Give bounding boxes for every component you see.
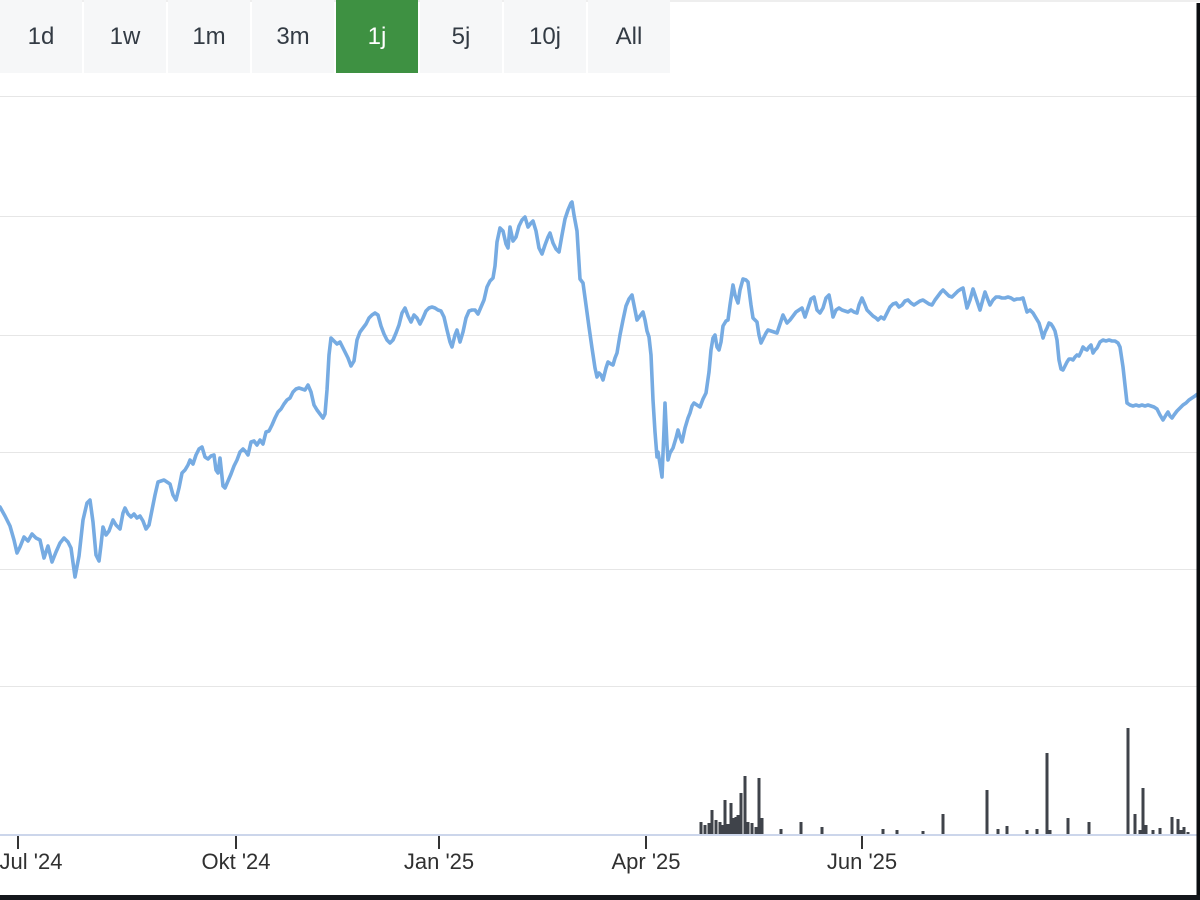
volume-bar	[1179, 830, 1183, 834]
volume-bar	[731, 818, 735, 834]
range-button-10j[interactable]: 10j	[504, 0, 586, 73]
volume-bar	[941, 814, 945, 834]
volume-bar	[1048, 830, 1052, 834]
range-button-1w[interactable]: 1w	[84, 0, 166, 73]
volume-bar	[729, 803, 733, 834]
volume-bar	[996, 829, 1000, 834]
volume-bar	[710, 810, 714, 834]
range-button-1m[interactable]: 1m	[168, 0, 250, 73]
range-button-1d[interactable]: 1d	[0, 0, 82, 73]
x-axis-ticks: Jul '24 Okt '24 Jan '25 Apr '25 Jun '25	[0, 836, 897, 874]
range-button-3m[interactable]: 3m	[252, 0, 334, 73]
volume-bar	[1144, 825, 1148, 834]
volume-bar	[723, 800, 727, 834]
volume-bar	[760, 818, 764, 834]
volume-bar	[799, 822, 803, 834]
volume-bar	[746, 822, 750, 834]
volume-bar	[820, 827, 824, 834]
volume-bar	[1170, 817, 1174, 834]
window-right-edge	[1196, 3, 1200, 900]
x-axis-label: Jan '25	[404, 849, 474, 874]
volume-bar	[726, 824, 730, 834]
volume-bar	[1158, 828, 1162, 834]
price-line-series	[0, 200, 1200, 579]
volume-bar	[743, 776, 747, 834]
volume-bar	[1151, 830, 1155, 834]
volume-bar	[1035, 829, 1039, 834]
volume-bar	[757, 778, 761, 834]
volume-bar	[1025, 830, 1029, 834]
volume-bar	[1045, 753, 1049, 834]
volume-bar	[1176, 819, 1180, 834]
gridlines	[0, 96, 1197, 687]
volume-bar	[739, 793, 743, 834]
volume-bar	[881, 829, 885, 834]
volume-bar	[754, 827, 758, 834]
volume-bar	[895, 830, 899, 834]
x-axis-label: Apr '25	[611, 849, 680, 874]
volume-bar	[1087, 822, 1091, 834]
volume-bar	[1126, 728, 1130, 834]
volume-bar	[703, 825, 707, 834]
volume-bar	[734, 817, 738, 834]
x-axis-label: Okt '24	[201, 849, 270, 874]
x-axis-label: Jul '24	[0, 849, 62, 874]
volume-bar	[750, 823, 754, 834]
volume-bar	[736, 815, 740, 834]
volume-bar	[921, 831, 925, 834]
range-button-All[interactable]: All	[588, 0, 670, 73]
volume-bar	[1138, 830, 1142, 834]
volume-bar	[721, 825, 725, 834]
volume-bar	[1133, 814, 1137, 834]
volume-bar	[985, 790, 989, 834]
volume-bar	[1186, 832, 1190, 834]
time-range-toolbar: 1d 1w 1m 3m 1j 5j 10j All	[0, 0, 670, 73]
x-axis-label: Jun '25	[827, 849, 897, 874]
volume-bar	[714, 820, 718, 834]
volume-bar	[718, 822, 722, 834]
volume-bars	[699, 728, 1190, 834]
range-button-5j[interactable]: 5j	[420, 0, 502, 73]
volume-bar	[1141, 788, 1145, 834]
volume-bar	[779, 829, 783, 834]
window-bottom-bar	[0, 895, 1200, 900]
volume-bar	[707, 823, 711, 834]
range-button-1j[interactable]: 1j	[336, 0, 418, 73]
volume-bar	[1005, 826, 1009, 834]
volume-bar	[699, 822, 703, 834]
volume-bar	[1182, 827, 1186, 834]
volume-bar	[1066, 818, 1070, 834]
